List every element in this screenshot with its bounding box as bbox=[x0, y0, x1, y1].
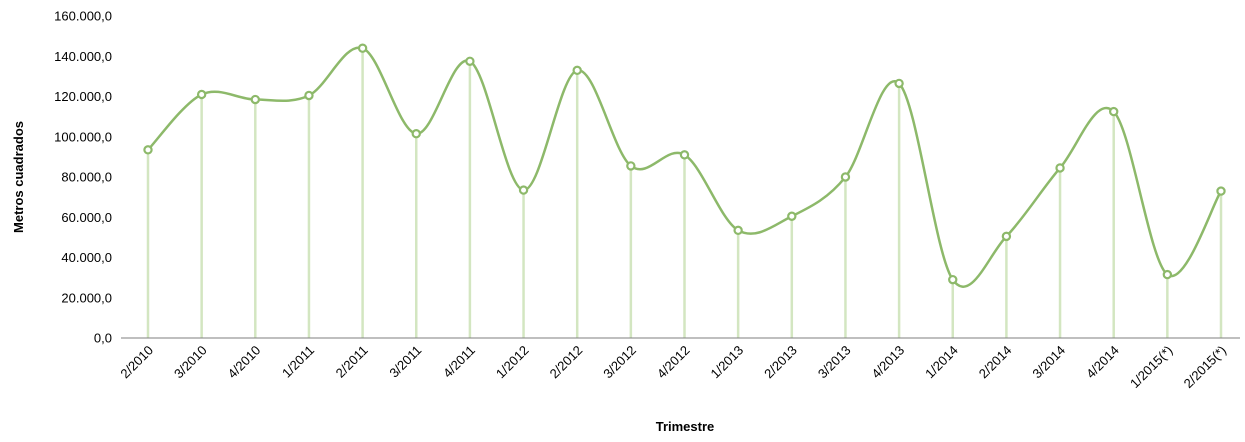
data-point bbox=[1055, 163, 1065, 173]
x-tick-label: 1/2011 bbox=[279, 343, 317, 381]
data-point bbox=[733, 225, 743, 236]
x-axis-ticks: 2/2010 3/2010 4/2010 1/2011 2/2011 3/2011 4/20… bbox=[117, 343, 1229, 391]
x-tick-label: 4/2010 bbox=[225, 343, 264, 382]
x-tick-label: 2/2010 bbox=[117, 343, 156, 382]
data-point bbox=[411, 129, 421, 139]
x-tick-label: 1/2014 bbox=[922, 343, 961, 382]
data-point bbox=[1001, 231, 1012, 242]
data-point bbox=[250, 94, 260, 105]
data-point bbox=[143, 145, 153, 155]
y-axis-title: Metros cuadrados bbox=[11, 121, 26, 233]
y-tick-label: 60.000,0 bbox=[61, 210, 112, 225]
x-tick-label: 1/2015(*) bbox=[1127, 343, 1175, 391]
data-point bbox=[626, 161, 636, 171]
x-tick-label: 3/2012 bbox=[600, 343, 639, 382]
x-tick-label: 2/2015(*) bbox=[1181, 343, 1229, 391]
data-point bbox=[894, 78, 904, 89]
x-tick-label: 3/2010 bbox=[171, 343, 210, 382]
y-tick-label: 120.000,0 bbox=[54, 89, 112, 104]
y-tick-label: 80.000,0 bbox=[61, 170, 112, 185]
data-point bbox=[948, 274, 958, 285]
x-tick-label: 4/2011 bbox=[440, 343, 478, 381]
x-axis-title: Trimestre bbox=[656, 419, 715, 434]
x-tick-label: 4/2014 bbox=[1083, 343, 1122, 382]
y-axis-ticks: 0,0 20.000,0 40.000,0 60.000,0 80.000,0 100.0… bbox=[54, 9, 112, 346]
data-point bbox=[787, 211, 797, 221]
data-point bbox=[1216, 186, 1226, 196]
x-tick-label: 1/2012 bbox=[493, 343, 532, 382]
data-point bbox=[1162, 269, 1173, 280]
x-tick-label: 3/2011 bbox=[386, 343, 424, 381]
y-tick-label: 100.000,0 bbox=[54, 129, 112, 144]
y-tick-label: 20.000,0 bbox=[61, 290, 112, 305]
y-tick-label: 140.000,0 bbox=[54, 49, 112, 64]
x-tick-label: 2/2014 bbox=[976, 343, 1015, 382]
x-tick-label: 3/2014 bbox=[1029, 343, 1068, 382]
y-tick-label: 0,0 bbox=[94, 331, 112, 346]
y-tick-label: 40.000,0 bbox=[61, 250, 112, 265]
x-tick-label: 2/2012 bbox=[547, 343, 586, 382]
data-point bbox=[357, 43, 368, 53]
data-point bbox=[840, 172, 851, 182]
data-point bbox=[196, 89, 207, 100]
x-tick-label: 4/2013 bbox=[868, 343, 907, 382]
x-tick-label: 4/2012 bbox=[654, 343, 693, 382]
data-point bbox=[518, 185, 529, 195]
data-point bbox=[465, 56, 475, 66]
x-tick-label: 2/2011 bbox=[333, 343, 371, 381]
x-tick-label: 2/2013 bbox=[761, 343, 800, 382]
data-point bbox=[304, 90, 314, 101]
x-tick-label: 1/2013 bbox=[708, 343, 747, 382]
x-tick-label: 3/2013 bbox=[815, 343, 854, 382]
data-point bbox=[679, 150, 690, 160]
y-tick-label: 160.000,0 bbox=[54, 9, 112, 24]
drop-lines bbox=[146, 48, 1223, 338]
data-point bbox=[572, 65, 582, 76]
data-markers bbox=[143, 43, 1226, 285]
data-point bbox=[1108, 106, 1119, 117]
